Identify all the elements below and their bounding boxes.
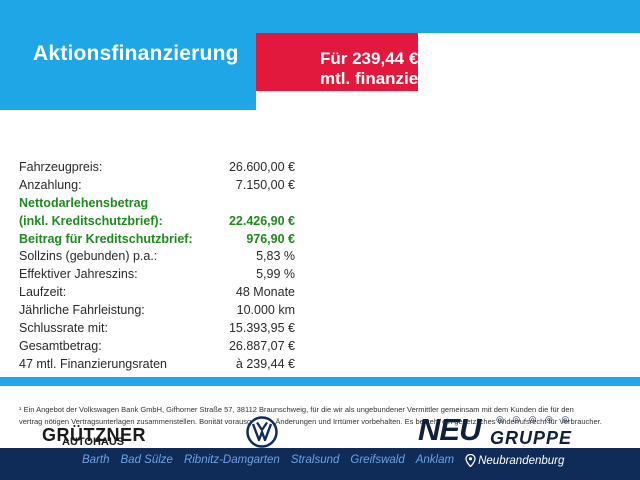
table-row: Schlussrate mit: 15.393,95 € xyxy=(19,320,295,338)
pin-icon xyxy=(465,454,476,467)
row-value: 22.426,90 € xyxy=(228,213,295,228)
table-row: Gesamtbetrag: 26.887,07 € xyxy=(19,338,295,356)
header-strip xyxy=(256,0,640,33)
footnote-line-2: vertrag nötigen Vertragsunterlagen zusam… xyxy=(19,417,602,426)
financing-table: Fahrzeugpreis: 26.600,00 € Anzahlung: 7.150… xyxy=(19,159,295,374)
title-banner: Aktionsfinanzierung xyxy=(0,0,256,110)
row-value: 26.887,07 € xyxy=(228,338,295,353)
page-title: Aktionsfinanzierung xyxy=(33,42,239,65)
table-row: Effektiver Jahreszins: 5,99 % xyxy=(19,266,295,284)
row-value: 15.393,95 € xyxy=(228,321,295,336)
footnote-line-1: ¹ Ein Angebot der Volkswagen Bank GmbH, … xyxy=(19,405,574,414)
current-location[interactable]: Neubrandenburg xyxy=(465,454,564,467)
dealer-prefix: AUTOHAUS xyxy=(62,436,125,448)
current-location-label: Neubrandenburg xyxy=(478,454,565,467)
row-label: 47 mtl. Finanzierungsraten xyxy=(19,356,167,371)
row-label: Jährliche Fahrleistung: xyxy=(19,303,145,318)
brand-logos-icon: ◎ ◎ ◎ ◎ ◎ xyxy=(496,414,573,424)
row-value: 976,90 € xyxy=(246,231,295,246)
row-label: Gesamtbetrag: xyxy=(19,338,102,353)
row-label: Effektiver Jahreszins: xyxy=(19,267,138,282)
neu-logo: NEU xyxy=(418,412,481,447)
row-value: 10.000 km xyxy=(236,303,295,318)
promo-banner: Für 239,44 € mtl. finanzie xyxy=(256,33,418,91)
table-row: Sollzins (gebunden) p.a.: 5,83 % xyxy=(19,248,295,266)
promo-caption: mtl. finanzie xyxy=(320,69,418,88)
dealer-name: GRÜTZNER xyxy=(42,425,146,445)
table-row: Laufzeit: 48 Monate xyxy=(19,284,295,302)
table-row: (inkl. Kreditschutzbrief): 22.426,90 € xyxy=(19,213,295,231)
gruppe-logo: GRUPPE xyxy=(490,428,573,448)
location-link[interactable]: Bad Sülze xyxy=(120,454,173,466)
footnote: ¹ Ein Angebot der Volkswagen Bank GmbH, … xyxy=(19,404,640,428)
row-label: Schlussrate mit: xyxy=(19,321,108,336)
vw-logo-icon xyxy=(246,416,278,448)
row-value: 5,83 % xyxy=(256,249,295,264)
divider-bar xyxy=(0,377,640,386)
row-value: 5,99 % xyxy=(256,267,295,282)
row-label: Beitrag für Kreditschutzbrief: xyxy=(19,231,193,246)
row-value: à 239,44 € xyxy=(235,356,295,371)
location-list: Barth Bad Sülze Ribnitz-Damgarten Stralsund… xyxy=(82,454,564,467)
row-label: Laufzeit: xyxy=(19,285,67,300)
table-row: Nettodarlehensbetrag xyxy=(19,195,295,213)
location-link[interactable]: Ribnitz-Damgarten xyxy=(183,454,280,466)
row-value: 7.150,00 € xyxy=(235,177,295,192)
table-row: Anzahlung: 7.150,00 € xyxy=(19,177,295,195)
table-row: Fahrzeugpreis: 26.600,00 € xyxy=(19,159,295,177)
table-row: Beitrag für Kreditschutzbrief: 976,90 € xyxy=(19,231,295,249)
row-label: (inkl. Kreditschutzbrief): xyxy=(19,213,163,228)
row-label: Anzahlung: xyxy=(19,177,82,192)
table-row: 47 mtl. Finanzierungsraten à 239,44 € xyxy=(19,356,295,374)
location-link[interactable]: Greifswald xyxy=(350,454,405,466)
row-value: 48 Monate xyxy=(235,285,295,300)
table-row: Jährliche Fahrleistung: 10.000 km xyxy=(19,302,295,320)
location-link[interactable]: Anklam xyxy=(415,454,455,466)
location-link[interactable]: Barth xyxy=(82,454,110,466)
row-label: Fahrzeugpreis: xyxy=(19,160,103,174)
location-link[interactable]: Stralsund xyxy=(290,454,340,466)
location-bar: Barth Bad Sülze Ribnitz-Damgarten Stralsund… xyxy=(0,448,640,480)
promo-price: Für 239,44 € xyxy=(320,49,418,68)
row-label: Sollzins (gebunden) p.a.: xyxy=(19,249,158,264)
row-label: Nettodarlehensbetrag xyxy=(19,195,149,210)
row-value: 26.600,00 € xyxy=(228,160,295,174)
